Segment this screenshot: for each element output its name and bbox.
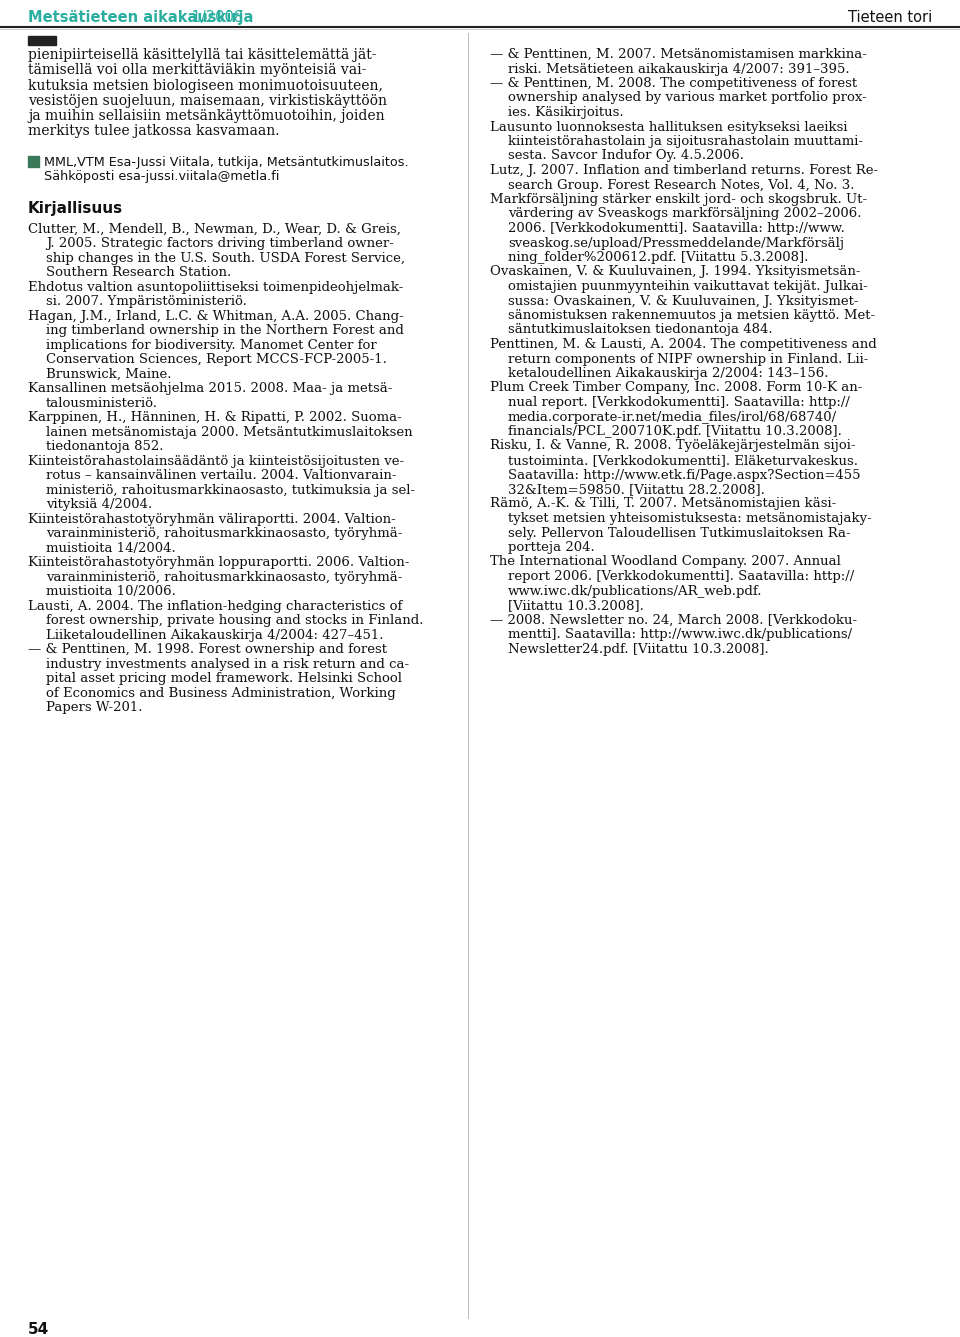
Text: — & Penttinen, M. 2008. The competitiveness of forest: — & Penttinen, M. 2008. The competitiven… bbox=[490, 78, 857, 90]
Text: sussa: Ovaskainen, V. & Kuuluvainen, J. Yksityismet-: sussa: Ovaskainen, V. & Kuuluvainen, J. … bbox=[508, 294, 858, 308]
Text: nual report. [Verkkodokumentti]. Saatavilla: http://: nual report. [Verkkodokumentti]. Saatavi… bbox=[508, 396, 850, 409]
Text: 2006. [Verkkodokumentti]. Saatavilla: http://www.: 2006. [Verkkodokumentti]. Saatavilla: ht… bbox=[508, 222, 845, 235]
Bar bbox=[28, 36, 56, 45]
Text: Kiinteistörahastotyöryhmän väliraportti. 2004. Valtion-: Kiinteistörahastotyöryhmän väliraportti.… bbox=[28, 513, 396, 525]
Text: pital asset pricing model framework. Helsinki School: pital asset pricing model framework. Hel… bbox=[46, 673, 402, 686]
Text: mentti]. Saatavilla: http://www.iwc.dk/publications/: mentti]. Saatavilla: http://www.iwc.dk/p… bbox=[508, 628, 852, 640]
Text: varainministeriö, rahoitusmarkkinaosasto, työryhmä-: varainministeriö, rahoitusmarkkinaosasto… bbox=[46, 571, 402, 584]
Text: Lutz, J. 2007. Inflation and timberland returns. Forest Re-: Lutz, J. 2007. Inflation and timberland … bbox=[490, 164, 878, 176]
Text: Risku, I. & Vanne, R. 2008. Työeläkejärjestelmän sijoi-: Risku, I. & Vanne, R. 2008. Työeläkejärj… bbox=[490, 440, 855, 452]
Text: The International Woodland Company. 2007. Annual: The International Woodland Company. 2007… bbox=[490, 555, 841, 568]
Text: pienipiirteisellä käsittelyllä tai käsittelemättä jät-: pienipiirteisellä käsittelyllä tai käsit… bbox=[28, 48, 376, 62]
Text: tiedonantoja 852.: tiedonantoja 852. bbox=[46, 440, 163, 453]
Text: Kiinteistörahastotyöryhmän loppuraportti. 2006. Valtion-: Kiinteistörahastotyöryhmän loppuraportti… bbox=[28, 556, 409, 570]
Text: Southern Research Station.: Southern Research Station. bbox=[46, 266, 231, 279]
Text: ship changes in the U.S. South. USDA Forest Service,: ship changes in the U.S. South. USDA For… bbox=[46, 251, 405, 265]
Text: ja muihin sellaisiin metsänkäyttömuotoihin, joiden: ja muihin sellaisiin metsänkäyttömuotoih… bbox=[28, 110, 385, 123]
Text: forest ownership, private housing and stocks in Finland.: forest ownership, private housing and st… bbox=[46, 614, 423, 627]
Text: implications for biodiversity. Manomet Center for: implications for biodiversity. Manomet C… bbox=[46, 338, 376, 352]
Text: Sähköposti esa-jussi.viitala@metla.fi: Sähköposti esa-jussi.viitala@metla.fi bbox=[44, 170, 279, 183]
Text: Kiinteistörahastolainsäädäntö ja kiinteistösijoitusten ve-: Kiinteistörahastolainsäädäntö ja kiintei… bbox=[28, 455, 404, 468]
Text: Tieteen tori: Tieteen tori bbox=[848, 9, 932, 25]
Text: ministeriö, rahoitusmarkkinaosasto, tutkimuksia ja sel-: ministeriö, rahoitusmarkkinaosasto, tutk… bbox=[46, 484, 415, 497]
Text: muistioita 10/2006.: muistioita 10/2006. bbox=[46, 586, 176, 598]
Text: värdering av Sveaskogs markförsäljning 2002–2006.: värdering av Sveaskogs markförsäljning 2… bbox=[508, 207, 861, 221]
Text: Kirjallisuus: Kirjallisuus bbox=[28, 201, 123, 215]
Text: www.iwc.dk/publications/AR_web.pdf.: www.iwc.dk/publications/AR_web.pdf. bbox=[508, 584, 762, 598]
Text: Saatavilla: http://www.etk.fi/Page.aspx?Section=455: Saatavilla: http://www.etk.fi/Page.aspx?… bbox=[508, 468, 860, 481]
Text: tustoiminta. [Verkkodokumentti]. Eläketurvakeskus.: tustoiminta. [Verkkodokumentti]. Eläketu… bbox=[508, 455, 858, 467]
Text: tämisellä voi olla merkittäviäkin myönteisiä vai-: tämisellä voi olla merkittäviäkin myönte… bbox=[28, 63, 367, 78]
Text: vesistöjen suojeluun, maisemaan, virkistiskäyttöön: vesistöjen suojeluun, maisemaan, virkist… bbox=[28, 94, 387, 108]
Text: Metsätieteen aikakauskirja: Metsätieteen aikakauskirja bbox=[28, 9, 253, 25]
Text: sänomistuksen rakennemuutos ja metsien käyttö. Met-: sänomistuksen rakennemuutos ja metsien k… bbox=[508, 309, 876, 322]
Text: Clutter, M., Mendell, B., Newman, D., Wear, D. & Greis,: Clutter, M., Mendell, B., Newman, D., We… bbox=[28, 223, 401, 235]
Text: Ovaskainen, V. & Kuuluvainen, J. 1994. Yksityismetsän-: Ovaskainen, V. & Kuuluvainen, J. 1994. Y… bbox=[490, 266, 860, 278]
Text: sely. Pellervon Taloudellisen Tutkimuslaitoksen Ra-: sely. Pellervon Taloudellisen Tutkimusla… bbox=[508, 527, 851, 540]
Text: Markförsäljning stärker enskilt jord- och skogsbruk. Ut-: Markförsäljning stärker enskilt jord- oc… bbox=[490, 193, 867, 206]
Text: industry investments analysed in a risk return and ca-: industry investments analysed in a risk … bbox=[46, 658, 409, 671]
Text: omistajien puunmyynteihin vaikuttavat tekijät. Julkai-: omistajien puunmyynteihin vaikuttavat te… bbox=[508, 279, 868, 293]
Text: J. 2005. Strategic factors driving timberland owner-: J. 2005. Strategic factors driving timbe… bbox=[46, 237, 394, 250]
Text: search Group. Forest Research Notes, Vol. 4, No. 3.: search Group. Forest Research Notes, Vol… bbox=[508, 179, 854, 191]
Text: tykset metsien yhteisomistuksesta: metsänomistajaky-: tykset metsien yhteisomistuksesta: metsä… bbox=[508, 512, 872, 525]
Text: sveaskog.se/upload/Pressmeddelande/Markförsälj: sveaskog.se/upload/Pressmeddelande/Markf… bbox=[508, 237, 844, 250]
Text: talousministeriö.: talousministeriö. bbox=[46, 397, 158, 410]
Text: Lausti, A. 2004. The inflation-hedging characteristics of: Lausti, A. 2004. The inflation-hedging c… bbox=[28, 600, 402, 612]
Text: media.corporate-ir.net/media_files/irol/68/68740/: media.corporate-ir.net/media_files/irol/… bbox=[508, 410, 837, 424]
Text: Rämö, A.-K. & Tilli, T. 2007. Metsänomistajien käsi-: Rämö, A.-K. & Tilli, T. 2007. Metsänomis… bbox=[490, 497, 836, 511]
Text: Hagan, J.M., Irland, L.C. & Whitman, A.A. 2005. Chang-: Hagan, J.M., Irland, L.C. & Whitman, A.A… bbox=[28, 310, 404, 322]
Text: 32&Item=59850. [Viitattu 28.2.2008].: 32&Item=59850. [Viitattu 28.2.2008]. bbox=[508, 483, 765, 496]
Text: ing timberland ownership in the Northern Forest and: ing timberland ownership in the Northern… bbox=[46, 325, 404, 337]
Text: 1/2008: 1/2008 bbox=[186, 9, 243, 25]
Text: vityksiä 4/2004.: vityksiä 4/2004. bbox=[46, 499, 153, 511]
Text: — 2008. Newsletter no. 24, March 2008. [Verkkodoku-: — 2008. Newsletter no. 24, March 2008. [… bbox=[490, 614, 857, 627]
Text: kiinteistörahastolain ja sijoitusrahastolain muuttami-: kiinteistörahastolain ja sijoitusrahasto… bbox=[508, 135, 863, 148]
Text: varainministeriö, rahoitusmarkkinaosasto, työryhmä-: varainministeriö, rahoitusmarkkinaosasto… bbox=[46, 527, 402, 540]
Bar bbox=[28, 156, 39, 167]
Text: Conservation Sciences, Report MCCS-FCP-2005-1.: Conservation Sciences, Report MCCS-FCP-2… bbox=[46, 353, 387, 366]
Text: Plum Creek Timber Company, Inc. 2008. Form 10-K an-: Plum Creek Timber Company, Inc. 2008. Fo… bbox=[490, 381, 862, 394]
Text: Brunswick, Maine.: Brunswick, Maine. bbox=[46, 368, 172, 381]
Text: Newsletter24.pdf. [Viitattu 10.3.2008].: Newsletter24.pdf. [Viitattu 10.3.2008]. bbox=[508, 643, 769, 655]
Text: muistioita 14/2004.: muistioita 14/2004. bbox=[46, 541, 176, 555]
Text: ownership analysed by various market portfolio prox-: ownership analysed by various market por… bbox=[508, 91, 867, 104]
Text: ies. Käsikirjoitus.: ies. Käsikirjoitus. bbox=[508, 106, 624, 119]
Text: MML,VTM Esa-Jussi Viitala, tutkija, Metsäntutkimuslaitos.: MML,VTM Esa-Jussi Viitala, tutkija, Mets… bbox=[44, 156, 409, 168]
Text: merkitys tulee jatkossa kasvamaan.: merkitys tulee jatkossa kasvamaan. bbox=[28, 124, 279, 139]
Text: Liiketaloudellinen Aikakauskirja 4/2004: 427–451.: Liiketaloudellinen Aikakauskirja 4/2004:… bbox=[46, 628, 383, 642]
Text: [Viitattu 10.3.2008].: [Viitattu 10.3.2008]. bbox=[508, 599, 644, 612]
Text: sesta. Savcor Indufor Oy. 4.5.2006.: sesta. Savcor Indufor Oy. 4.5.2006. bbox=[508, 150, 744, 163]
Text: lainen metsänomistaja 2000. Metsäntutkimuslaitoksen: lainen metsänomistaja 2000. Metsäntutkim… bbox=[46, 425, 413, 439]
Text: ketaloudellinen Aikakauskirja 2/2004: 143–156.: ketaloudellinen Aikakauskirja 2/2004: 14… bbox=[508, 366, 828, 380]
Text: Kansallinen metsäohjelma 2015. 2008. Maa- ja metsä-: Kansallinen metsäohjelma 2015. 2008. Maa… bbox=[28, 382, 393, 396]
Text: Penttinen, M. & Lausti, A. 2004. The competitiveness and: Penttinen, M. & Lausti, A. 2004. The com… bbox=[490, 338, 876, 352]
Text: säntutkimuslaitoksen tiedonantoja 484.: säntutkimuslaitoksen tiedonantoja 484. bbox=[508, 324, 773, 337]
Text: 54: 54 bbox=[28, 1322, 49, 1337]
Text: portteja 204.: portteja 204. bbox=[508, 541, 595, 554]
Text: Lausunto luonnoksesta hallituksen esitykseksi laeiksi: Lausunto luonnoksesta hallituksen esityk… bbox=[490, 120, 848, 134]
Text: Papers W-201.: Papers W-201. bbox=[46, 702, 142, 714]
Text: ning_folder%200612.pdf. [Viitattu 5.3.2008].: ning_folder%200612.pdf. [Viitattu 5.3.20… bbox=[508, 251, 808, 263]
Text: kutuksia metsien biologiseen monimuotoisuuteen,: kutuksia metsien biologiseen monimuotois… bbox=[28, 79, 383, 92]
Text: rotus – kansainvälinen vertailu. 2004. Valtionvarain-: rotus – kansainvälinen vertailu. 2004. V… bbox=[46, 469, 396, 483]
Text: riski. Metsätieteen aikakauskirja 4/2007: 391–395.: riski. Metsätieteen aikakauskirja 4/2007… bbox=[508, 63, 850, 75]
Text: — & Penttinen, M. 1998. Forest ownership and forest: — & Penttinen, M. 1998. Forest ownership… bbox=[28, 643, 387, 656]
Text: Ehdotus valtion asuntopoliittiseksi toimenpideohjelmak-: Ehdotus valtion asuntopoliittiseksi toim… bbox=[28, 281, 403, 294]
Text: report 2006. [Verkkodokumentti]. Saatavilla: http://: report 2006. [Verkkodokumentti]. Saatavi… bbox=[508, 570, 854, 583]
Text: si. 2007. Ympäristöministeriö.: si. 2007. Ympäristöministeriö. bbox=[46, 295, 247, 309]
Text: return components of NIPF ownership in Finland. Lii-: return components of NIPF ownership in F… bbox=[508, 353, 869, 365]
Text: of Economics and Business Administration, Working: of Economics and Business Administration… bbox=[46, 687, 396, 699]
Text: Karppinen, H., Hänninen, H. & Ripatti, P. 2002. Suoma-: Karppinen, H., Hänninen, H. & Ripatti, P… bbox=[28, 412, 401, 424]
Text: — & Penttinen, M. 2007. Metsänomistamisen markkina-: — & Penttinen, M. 2007. Metsänomistamise… bbox=[490, 48, 867, 62]
Text: financials/PCL_200710K.pdf. [Viitattu 10.3.2008].: financials/PCL_200710K.pdf. [Viitattu 10… bbox=[508, 425, 842, 439]
